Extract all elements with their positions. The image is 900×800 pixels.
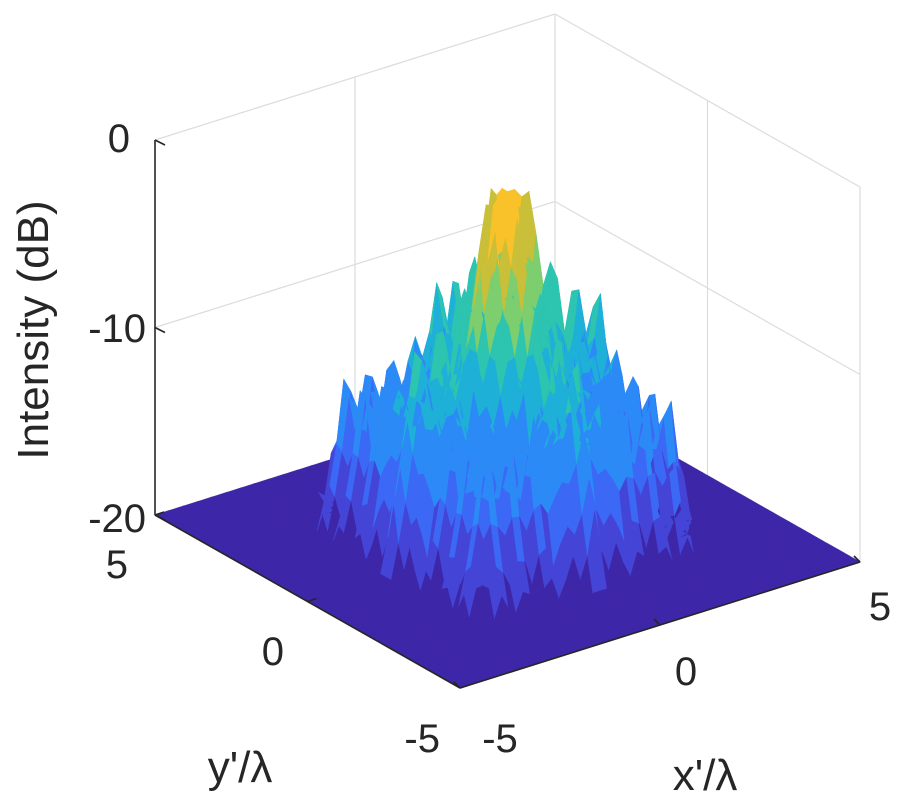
z-tick (154, 326, 166, 334)
x-axis-label: x'/λ (673, 751, 738, 800)
y-axis-label: y'/λ (208, 743, 273, 792)
z-tick-label: -10 (88, 307, 146, 351)
x-tick (853, 555, 861, 563)
y-tick-label: 5 (106, 543, 128, 587)
z-tick-label: 0 (108, 117, 130, 161)
y-tick (154, 511, 165, 516)
y-tick (307, 597, 317, 603)
x-tick-label: 0 (675, 650, 697, 694)
grid-top-edge (154, 13, 861, 188)
z-tick (154, 514, 166, 521)
axes (154, 139, 861, 689)
y-tick-label: -5 (404, 717, 440, 761)
z-axis-label: Intensity (dB) (9, 200, 58, 459)
x-tick (453, 681, 461, 689)
y-tick (459, 684, 470, 689)
x-tick (653, 618, 661, 626)
z-tick-label: -20 (88, 497, 146, 541)
x-tick-label: -5 (482, 717, 518, 761)
x-tick-label: 5 (869, 585, 891, 629)
grid-z-mid (154, 200, 861, 376)
y-tick-label: 0 (262, 630, 284, 674)
z-tick (154, 139, 166, 146)
surface-mesh (154, 187, 861, 689)
